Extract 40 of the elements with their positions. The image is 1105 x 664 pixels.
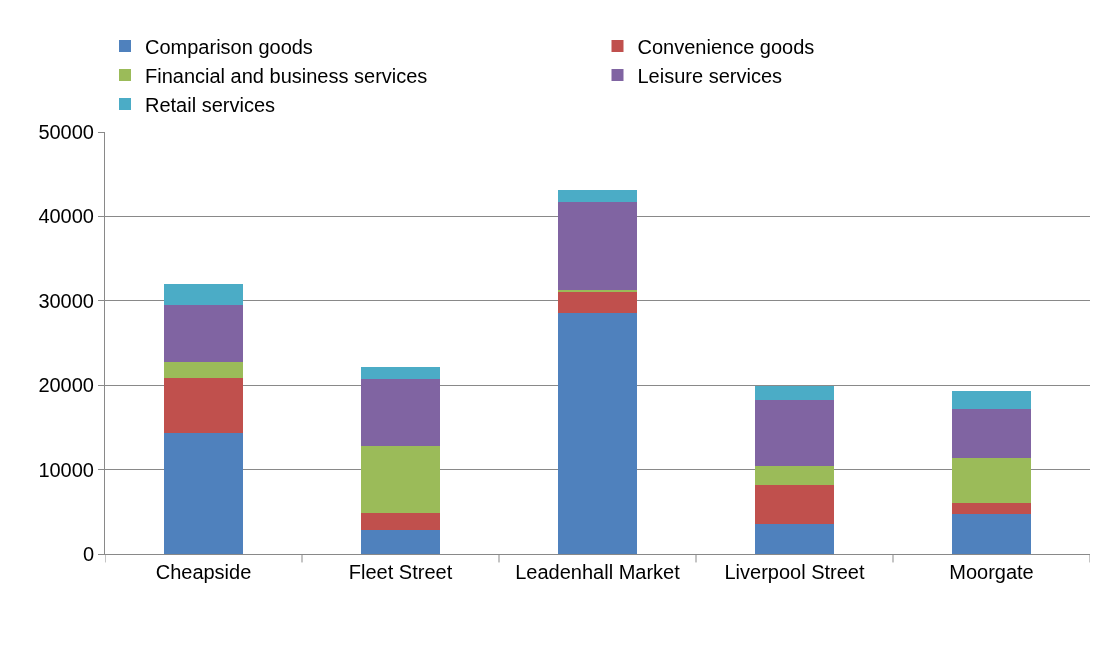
bar (558, 189, 637, 203)
x-tick-label: Leadenhall Market (515, 561, 681, 583)
bar (558, 202, 637, 290)
y-tick-label: 0 (82, 543, 94, 565)
x-tick-label: Cheapside (155, 561, 252, 583)
y-tick-label: 50000 (38, 121, 94, 143)
y-tick-label: 10000 (38, 458, 94, 481)
bar (952, 502, 1031, 515)
x-tick-label: Fleet Street (348, 561, 453, 583)
bar (361, 378, 440, 446)
bar (755, 523, 834, 554)
bar (755, 400, 834, 467)
bar (952, 408, 1031, 458)
bar (361, 513, 440, 531)
bar (164, 433, 243, 554)
y-tick-label: 40000 (38, 205, 94, 228)
y-tick-label: 20000 (38, 374, 94, 397)
bar (361, 530, 440, 554)
bar (558, 312, 637, 554)
bar (361, 445, 440, 514)
legend-label: Comparison goods (145, 35, 313, 58)
bar (558, 292, 637, 313)
bar (164, 378, 243, 434)
y-tick-label: 30000 (38, 289, 94, 312)
legend-label: Financial and business services (145, 64, 428, 87)
bar (952, 390, 1031, 409)
bar (755, 484, 834, 524)
bar (164, 305, 243, 362)
bar (755, 466, 834, 485)
x-tick-label: Liverpool Street (724, 561, 865, 583)
bar (164, 284, 243, 306)
legend-label: Retail services (145, 93, 276, 116)
bar (755, 386, 834, 401)
x-tick-label: Moorgate (949, 561, 1034, 583)
legend-label: Convenience goods (637, 35, 815, 58)
bar (952, 514, 1031, 554)
bar (361, 367, 440, 379)
bar (952, 457, 1031, 503)
legend-label: Leisure services (637, 64, 783, 87)
bar (164, 361, 243, 379)
